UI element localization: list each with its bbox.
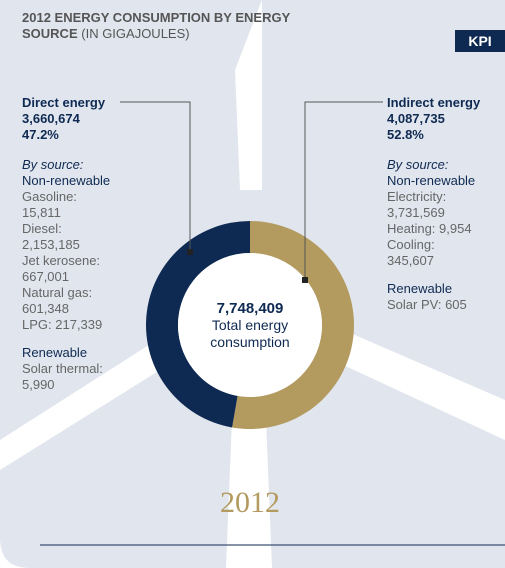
item-label: Solar thermal: [22,361,103,376]
donut-hole [178,253,322,397]
item-label: Electricity: [387,189,447,204]
breakdown-item: Natural gas: 601,348 [22,285,114,317]
group-name: Non-renewable [22,173,111,188]
item-value: 345,607 [387,253,434,268]
spacer [22,333,140,345]
donut-segment [145,221,250,428]
item-value: 667,001 [22,269,69,284]
item-label: Solar PV: [387,297,442,312]
share-label: 52.8% [387,127,424,142]
leader-dot [302,277,308,283]
center-text: Total energy consumption [210,317,290,350]
item-value: 2,153,185 [22,237,80,252]
group-name: Non-renewable [387,173,476,188]
spacer [387,269,505,281]
center-label: 7,748,409 Total energy consumption [190,300,310,351]
item-value: 217,339 [55,317,103,332]
legend-column: Indirect energy 4,087,735 52.8% By source: N… [387,95,505,313]
tower [226,420,272,568]
breakdown-item: LPG: 217,339 [22,317,114,333]
breakdown-item: Cooling: 345,607 [387,237,479,269]
total: 7,748,409 [216,300,284,317]
breakdown-heading: By source: [22,157,84,172]
breakdown-item: Diesel: 2,153,185 [22,221,114,253]
value-label: 4,087,735 [387,111,445,126]
item-value: 605 [445,297,467,312]
group-name: Renewable [387,281,453,296]
donut-segment [232,221,354,429]
group-name: Renewable [22,345,88,360]
leader-dot [187,249,193,255]
legend-column: Direct energy 3,660,674 47.2% By source: Non… [22,95,140,393]
item-label: Heating: [387,221,436,236]
title-text: 2012 ENERGY CONSUMPTION BY ENERGY SOURCE [22,10,291,41]
item-label: Natural gas: [22,285,93,300]
legend-name: Indirect energy [387,95,481,110]
title: 2012 ENERGY CONSUMPTION BY ENERGY SOURCE… [22,10,322,42]
item-label: LPG: [22,317,52,332]
blade [0,322,200,470]
breakdown-item: Heating: 9,954 [387,221,479,237]
blade [235,0,262,190]
item-label: Diesel: [22,221,62,236]
item-value: 5,990 [22,377,55,392]
legend-name: Direct energy [22,95,106,110]
item-value: 15,811 [22,205,61,220]
item-label: Cooling: [387,237,435,252]
blade [300,320,505,440]
value-label: 3,660,674 [22,111,80,126]
breakdown-item: Solar PV: 605 [387,297,479,313]
item-value: 601,348 [22,301,69,316]
share-label: 47.2% [22,127,59,142]
item-value: 9,954 [439,221,472,236]
breakdown-item: Solar thermal: 5,990 [22,361,114,393]
leader-line [304,101,383,280]
item-label: Jet kerosene: [22,253,101,268]
leader-line [120,101,191,252]
breakdown-item: Jet kerosene: 667,001 [22,253,114,285]
year: 2012 [220,486,280,519]
badge: KPI [455,30,505,52]
subtitle: (IN GIGAJOULES) [81,26,190,41]
breakdown-item: Gasoline: 15,811 [22,189,114,221]
item-label: Gasoline: [22,189,77,204]
item-value: 3,731,569 [387,205,445,220]
breakdown-item: Electricity: 3,731,569 [387,189,479,221]
breakdown-heading: By source: [387,157,449,172]
